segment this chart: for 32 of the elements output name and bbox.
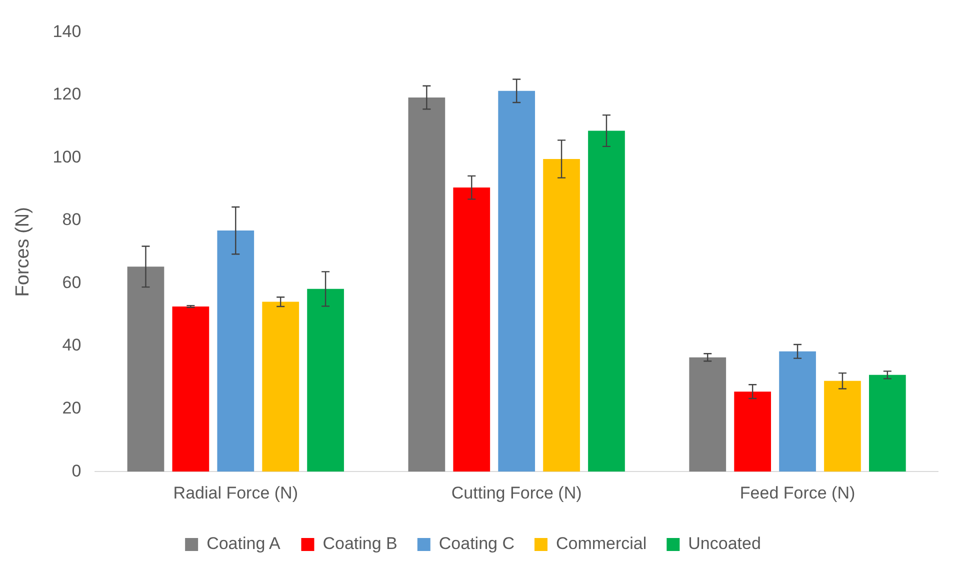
bar <box>869 374 906 472</box>
legend-label: Coating C <box>438 534 514 554</box>
bar <box>408 97 446 472</box>
bar <box>779 351 816 472</box>
bar <box>543 159 580 472</box>
y-axis-title: Forces (N) <box>12 207 34 297</box>
y-tick-label: 100 <box>52 147 82 166</box>
x-tick-label: Radial Force (N) <box>173 483 298 502</box>
legend-label: Coating B <box>322 534 398 554</box>
y-tick-label: 120 <box>52 84 82 104</box>
bar <box>824 380 861 472</box>
bar <box>172 306 210 472</box>
bar <box>734 392 772 472</box>
legend-label: Commercial <box>556 534 647 554</box>
bar <box>588 130 625 472</box>
bar <box>689 357 726 472</box>
y-tick-label: 20 <box>62 398 82 418</box>
bar <box>307 288 344 472</box>
x-tick-label: Cutting Force (N) <box>451 483 582 502</box>
bar <box>453 188 490 472</box>
y-tick-label: 140 <box>52 22 82 41</box>
bar <box>498 90 536 472</box>
y-tick-label: 80 <box>62 210 82 230</box>
x-tick-label: Feed Force (N) <box>740 483 856 502</box>
bar <box>217 230 254 472</box>
y-tick-label: 60 <box>62 272 82 292</box>
y-tick-label: 40 <box>62 336 82 355</box>
legend-label: Uncoated <box>688 534 761 554</box>
y-tick-label: 0 <box>72 461 82 480</box>
legend-label: Coating A <box>206 534 281 554</box>
bar <box>127 266 164 472</box>
bar <box>262 302 300 472</box>
